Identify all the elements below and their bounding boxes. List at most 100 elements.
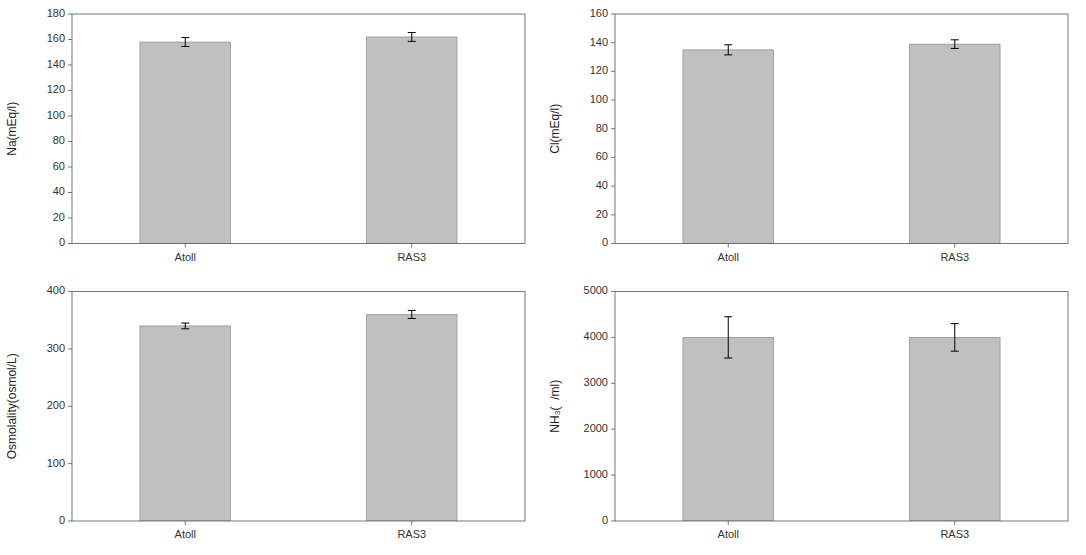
bar <box>683 337 774 521</box>
y-tick-label: 40 <box>53 185 65 197</box>
y-axis-label: Osmolality(osmol/L) <box>5 353 19 459</box>
error-bar <box>181 38 189 47</box>
y-tick <box>68 406 72 407</box>
y-tick <box>68 463 72 464</box>
y-axis-label: NH₃( /ml) <box>548 380 562 433</box>
y-tick <box>611 128 615 129</box>
y-tick <box>68 218 72 219</box>
y-tick-label: 140 <box>47 58 65 70</box>
y-tick <box>68 348 72 349</box>
y-tick-label: 180 <box>47 7 65 19</box>
y-tick <box>68 141 72 142</box>
y-tick-label: 40 <box>596 179 608 191</box>
subplot: 020406080100120140160180AtollRAS3Na(mEq/… <box>5 7 525 263</box>
y-tick <box>68 192 72 193</box>
plot-frame <box>72 14 525 244</box>
bar <box>683 50 774 244</box>
y-tick-label: 4000 <box>584 330 608 342</box>
y-tick-label: 140 <box>590 36 608 48</box>
x-tick-label: Atoll <box>175 528 196 540</box>
y-tick-label: 2000 <box>584 422 608 434</box>
y-axis-label: Na(mEq/l) <box>5 102 19 156</box>
y-tick <box>68 14 72 15</box>
y-tick-label: 20 <box>596 208 608 220</box>
y-tick <box>68 39 72 40</box>
y-tick-label: 20 <box>53 211 65 223</box>
plot-frame <box>72 292 525 522</box>
y-tick <box>68 521 72 522</box>
x-tick <box>411 244 412 248</box>
error-bar <box>408 32 416 41</box>
plot-area <box>140 310 457 521</box>
error-bar <box>724 317 732 358</box>
y-tick-label: 100 <box>47 109 65 121</box>
y-tick <box>611 521 615 522</box>
error-bar <box>724 45 732 55</box>
plot-frame <box>615 14 1068 244</box>
y-tick-label: 200 <box>47 399 65 411</box>
plot-frame <box>615 292 1068 522</box>
x-tick <box>728 244 729 248</box>
y-tick-label: 80 <box>53 134 65 146</box>
x-tick-label: Atoll <box>718 251 739 263</box>
plot-area <box>683 40 1000 244</box>
y-tick-label: 160 <box>47 32 65 44</box>
x-tick <box>411 521 412 525</box>
y-tick-label: 60 <box>596 150 608 162</box>
y-tick-label: 0 <box>602 236 608 248</box>
y-tick-label: 100 <box>47 457 65 469</box>
y-tick-label: 0 <box>59 236 65 248</box>
x-tick <box>728 521 729 525</box>
bar <box>366 314 457 521</box>
x-tick <box>954 521 955 525</box>
y-tick <box>611 157 615 158</box>
y-tick <box>68 243 72 244</box>
y-tick-label: 300 <box>47 342 65 354</box>
y-tick-label: 0 <box>59 514 65 526</box>
y-tick-label: 60 <box>53 160 65 172</box>
y-tick <box>611 186 615 187</box>
x-tick-label: RAS3 <box>940 251 969 263</box>
subplot: 0 1000 2000 3000 4000 5000 Atoll RAS3 NH₃( /ml) <box>548 284 1068 540</box>
x-tick <box>185 244 186 248</box>
y-tick-label: 1000 <box>584 468 608 480</box>
error-bar <box>951 40 959 49</box>
y-tick <box>611 291 615 292</box>
y-tick <box>68 65 72 66</box>
y-tick-label: 160 <box>590 7 608 19</box>
plot-area <box>683 317 1000 521</box>
bar <box>140 42 231 243</box>
y-tick <box>611 42 615 43</box>
y-tick <box>68 116 72 117</box>
x-tick <box>185 521 186 525</box>
y-tick-label: 0 <box>602 514 608 526</box>
error-bar <box>408 310 416 318</box>
bar <box>909 44 1000 243</box>
bar <box>140 326 231 521</box>
x-tick-label: RAS3 <box>397 528 426 540</box>
y-tick <box>611 383 615 384</box>
y-tick <box>611 429 615 430</box>
x-tick-label: Atoll <box>175 251 196 263</box>
y-tick-label: 5000 <box>584 284 608 296</box>
y-tick-label: 100 <box>590 93 608 105</box>
plot-area <box>140 32 457 243</box>
y-axis-label: Cl(mEq/l) <box>548 104 562 154</box>
y-tick <box>611 71 615 72</box>
error-bar <box>951 324 959 352</box>
y-tick <box>68 90 72 91</box>
x-tick <box>954 244 955 248</box>
x-tick-label: Atoll <box>718 528 739 540</box>
chart-canvas: 0 20 40 60 80 100 120 140 160 180 Atoll RAS3 Na(mEq/… <box>0 0 1086 555</box>
bar <box>366 37 457 244</box>
y-tick-label: 3000 <box>584 376 608 388</box>
y-tick <box>68 291 72 292</box>
y-tick-label: 120 <box>47 83 65 95</box>
subplot: 0100200300400AtollRAS3Osmolality(osmol/L… <box>5 284 525 540</box>
y-tick-label: 120 <box>590 64 608 76</box>
y-tick <box>611 14 615 15</box>
y-tick-label: 80 <box>596 122 608 134</box>
y-tick <box>611 337 615 338</box>
x-tick-label: RAS3 <box>940 528 969 540</box>
error-bar <box>181 323 189 329</box>
